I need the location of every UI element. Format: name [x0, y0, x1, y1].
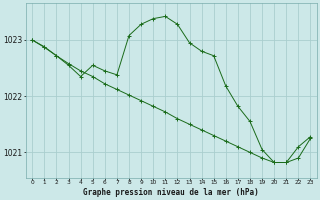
X-axis label: Graphe pression niveau de la mer (hPa): Graphe pression niveau de la mer (hPa) [84, 188, 259, 197]
